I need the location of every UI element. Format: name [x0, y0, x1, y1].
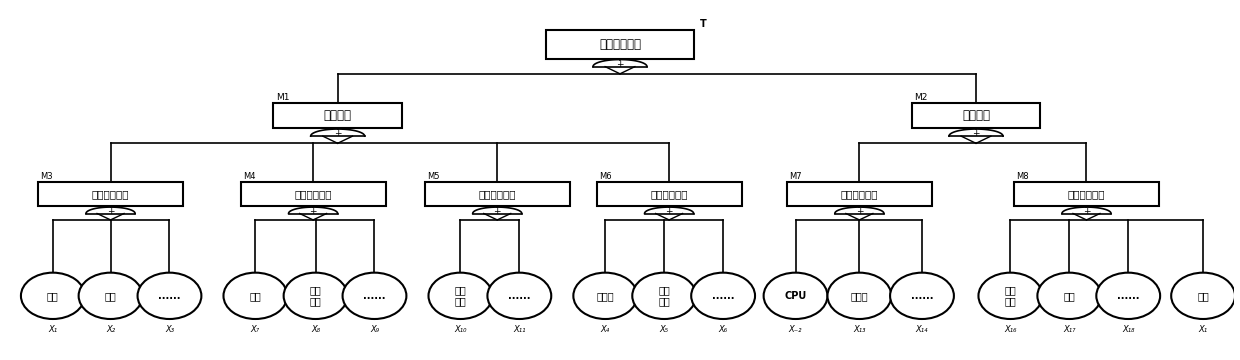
Text: X₂: X₂: [105, 325, 115, 334]
Text: +: +: [666, 207, 673, 216]
Text: X₉: X₉: [370, 325, 379, 334]
Ellipse shape: [429, 273, 492, 319]
FancyBboxPatch shape: [911, 103, 1040, 128]
Text: CPU: CPU: [785, 291, 807, 301]
Text: X₅: X₅: [660, 325, 668, 334]
Ellipse shape: [764, 273, 827, 319]
Text: X₁₀: X₁₀: [454, 325, 466, 334]
Ellipse shape: [573, 273, 637, 319]
Ellipse shape: [284, 273, 347, 319]
FancyBboxPatch shape: [38, 182, 184, 206]
Text: M5: M5: [428, 172, 440, 181]
Text: +: +: [1083, 207, 1090, 216]
Text: M1: M1: [275, 93, 289, 102]
Ellipse shape: [21, 273, 84, 319]
Text: +: +: [972, 129, 980, 138]
Text: X₁₄: X₁₄: [915, 325, 929, 334]
Text: 润滑系统故障: 润滑系统故障: [479, 189, 516, 199]
Text: X₆: X₆: [718, 325, 728, 334]
Ellipse shape: [827, 273, 892, 319]
Text: ......: ......: [712, 291, 734, 301]
Text: X₁₃: X₁₃: [853, 325, 866, 334]
Text: 数控机床故障: 数控机床故障: [599, 38, 641, 51]
Ellipse shape: [890, 273, 954, 319]
Text: 机械部件故障: 机械部件故障: [92, 189, 129, 199]
Text: 电源: 电源: [1198, 291, 1209, 301]
Ellipse shape: [691, 273, 755, 319]
Text: 液压系统故障: 液压系统故障: [650, 189, 688, 199]
Text: X₇: X₇: [250, 325, 260, 334]
Text: 机械故障: 机械故障: [324, 109, 352, 122]
Ellipse shape: [138, 273, 201, 319]
Text: +: +: [616, 60, 624, 69]
Text: +: +: [856, 207, 863, 216]
Text: 驱动
模块: 驱动 模块: [1004, 285, 1017, 307]
Text: 液压
管道: 液压 管道: [658, 285, 670, 307]
Text: 导轨: 导轨: [104, 291, 117, 301]
Text: +: +: [334, 129, 341, 138]
Text: 电机: 电机: [1064, 291, 1075, 301]
Text: 气泵: 气泵: [249, 291, 262, 301]
Text: 数控装置故障: 数控装置故障: [841, 189, 878, 199]
FancyBboxPatch shape: [787, 182, 931, 206]
FancyBboxPatch shape: [1014, 182, 1159, 206]
Text: M6: M6: [599, 172, 611, 181]
Ellipse shape: [78, 273, 143, 319]
Text: X₁: X₁: [48, 325, 57, 334]
Ellipse shape: [1172, 273, 1235, 319]
Text: +: +: [107, 207, 114, 216]
Text: ......: ......: [1117, 291, 1140, 301]
Text: M4: M4: [243, 172, 255, 181]
FancyBboxPatch shape: [547, 30, 693, 59]
Text: M7: M7: [790, 172, 802, 181]
Text: X₃: X₃: [165, 325, 174, 334]
Text: M8: M8: [1017, 172, 1029, 181]
Text: 输气
管道: 输气 管道: [310, 285, 321, 307]
Text: X₈: X₈: [311, 325, 320, 334]
FancyBboxPatch shape: [241, 182, 386, 206]
Text: 存储器: 存储器: [851, 291, 868, 301]
Text: 伺服单元故障: 伺服单元故障: [1068, 189, 1105, 199]
Text: X₁₆: X₁₆: [1004, 325, 1017, 334]
Ellipse shape: [632, 273, 696, 319]
Text: M2: M2: [914, 93, 928, 102]
Text: X₄: X₄: [600, 325, 610, 334]
Ellipse shape: [1038, 273, 1101, 319]
Text: +: +: [494, 207, 501, 216]
Text: 润滑
管道: 润滑 管道: [455, 285, 466, 307]
Ellipse shape: [223, 273, 288, 319]
Text: X₁₈: X₁₈: [1122, 325, 1135, 334]
Text: +: +: [309, 207, 317, 216]
Text: ......: ......: [508, 291, 531, 301]
Text: ......: ......: [910, 291, 934, 301]
FancyBboxPatch shape: [425, 182, 569, 206]
Ellipse shape: [487, 273, 552, 319]
Text: ......: ......: [363, 291, 386, 301]
FancyBboxPatch shape: [273, 103, 402, 128]
Text: 液压泵: 液压泵: [596, 291, 614, 301]
Text: X₋₂: X₋₂: [789, 325, 802, 334]
Text: X₁₇: X₁₇: [1063, 325, 1075, 334]
Text: ......: ......: [159, 291, 181, 301]
Text: 电气故障: 电气故障: [962, 109, 990, 122]
Ellipse shape: [978, 273, 1043, 319]
Text: M3: M3: [41, 172, 53, 181]
Text: X₁: X₁: [1199, 325, 1208, 334]
Text: X₁₁: X₁₁: [513, 325, 526, 334]
Text: T: T: [701, 18, 707, 28]
FancyBboxPatch shape: [596, 182, 742, 206]
Text: 气动系统故障: 气动系统故障: [294, 189, 332, 199]
Ellipse shape: [1096, 273, 1161, 319]
Ellipse shape: [342, 273, 407, 319]
Text: 主轴: 主轴: [47, 291, 58, 301]
